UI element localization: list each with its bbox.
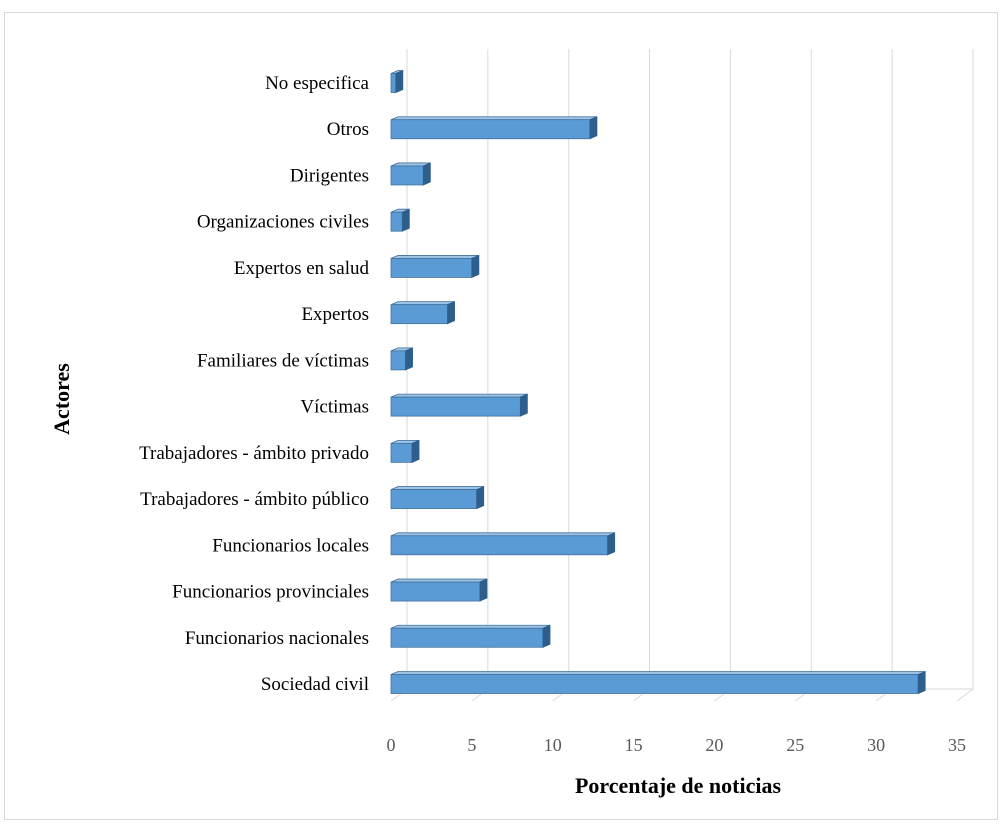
category-label: No especifica [265,73,369,94]
category-label: Trabajadores - ámbito privado [139,443,369,464]
bar-front-face [390,442,413,463]
bar [390,208,410,232]
bar-front-face [390,73,397,93]
bar-end-face [589,116,598,140]
bar-end-face [411,439,420,463]
y-axis-title: Actores [49,363,74,435]
bar [390,69,404,94]
x-tick-labels: 0 5 10 15 20 25 30 35 [387,735,967,755]
bar-front-face [390,119,591,140]
bar [390,670,926,695]
category-label: Funcionarios provinciales [172,582,369,603]
bar [390,254,480,279]
bar-end-face [401,208,410,232]
bar-end-face [519,393,528,417]
gridlines [406,49,974,689]
bar-top-face [390,255,480,259]
x-tick-label: 30 [867,735,885,755]
bar [390,301,456,325]
x-tick-label: 15 [625,735,643,755]
bar-top-face [390,116,598,121]
bar [390,393,528,417]
bar-end-face [447,301,456,325]
chart-frame: No especifica Otros Dirigentes Organizacion… [4,12,998,820]
bars [390,69,926,695]
bar-chart: No especifica Otros Dirigentes Organizacion… [49,49,974,798]
bar-front-face [390,535,609,556]
bar-end-face [471,254,480,279]
bar-front-face [390,627,544,648]
bar-front-face [390,304,448,325]
bar-top-face [390,578,488,583]
bar-end-face [476,485,485,510]
category-labels: No especifica Otros Dirigentes Organizacion… [139,73,369,695]
bar [390,624,551,648]
category-label: Familiares de víctimas [197,350,369,371]
bar-top-face [390,486,484,490]
x-tick-label: 10 [544,735,562,755]
bar-top-face [390,393,528,398]
category-label: Sociedad civil [261,674,369,695]
bar-front-face [390,211,403,232]
bar-end-face [542,624,551,648]
bar [390,347,413,371]
category-label: Expertos en salud [234,258,370,279]
bar-top-face [390,532,615,537]
bar-end-face [422,162,431,186]
bar [390,439,420,463]
category-label: Trabajadores - ámbito público [140,489,369,510]
bar-front-face [390,489,478,509]
chart-floor [390,49,974,702]
bar-top-face [390,301,455,306]
bar [390,116,598,140]
category-label: Organizaciones civiles [197,212,369,233]
category-label: Funcionarios nacionales [185,628,369,649]
bar [390,162,431,186]
category-label: Funcionarios locales [212,535,369,556]
bar [390,532,616,556]
bar-front-face [390,350,406,371]
floor-line [956,688,974,702]
x-axis-title: Porcentaje de noticias [575,773,782,798]
x-tick-label: 35 [948,735,966,755]
bar [390,578,488,602]
x-tick-label: 5 [467,735,476,755]
bar-front-face [390,674,919,694]
bar-top-face [390,671,926,675]
category-label: Dirigentes [290,165,369,186]
category-label: Expertos [301,304,369,325]
bar-top-face [390,624,551,629]
bar-end-face [479,578,488,602]
bar-end-face [395,69,404,94]
bar-front-face [390,581,481,602]
x-tick-label: 20 [705,735,723,755]
x-tick-label: 25 [786,735,804,755]
bar-front-face [390,165,424,186]
category-label: Víctimas [300,397,369,418]
bar-end-face [607,532,616,556]
category-label: Otros [327,119,369,140]
bar-end-face [917,670,926,695]
bar-end-face [405,347,413,371]
bar [390,485,485,510]
x-tick-label: 0 [387,735,396,755]
bar-front-face [390,396,521,417]
bar-front-face [390,258,473,278]
